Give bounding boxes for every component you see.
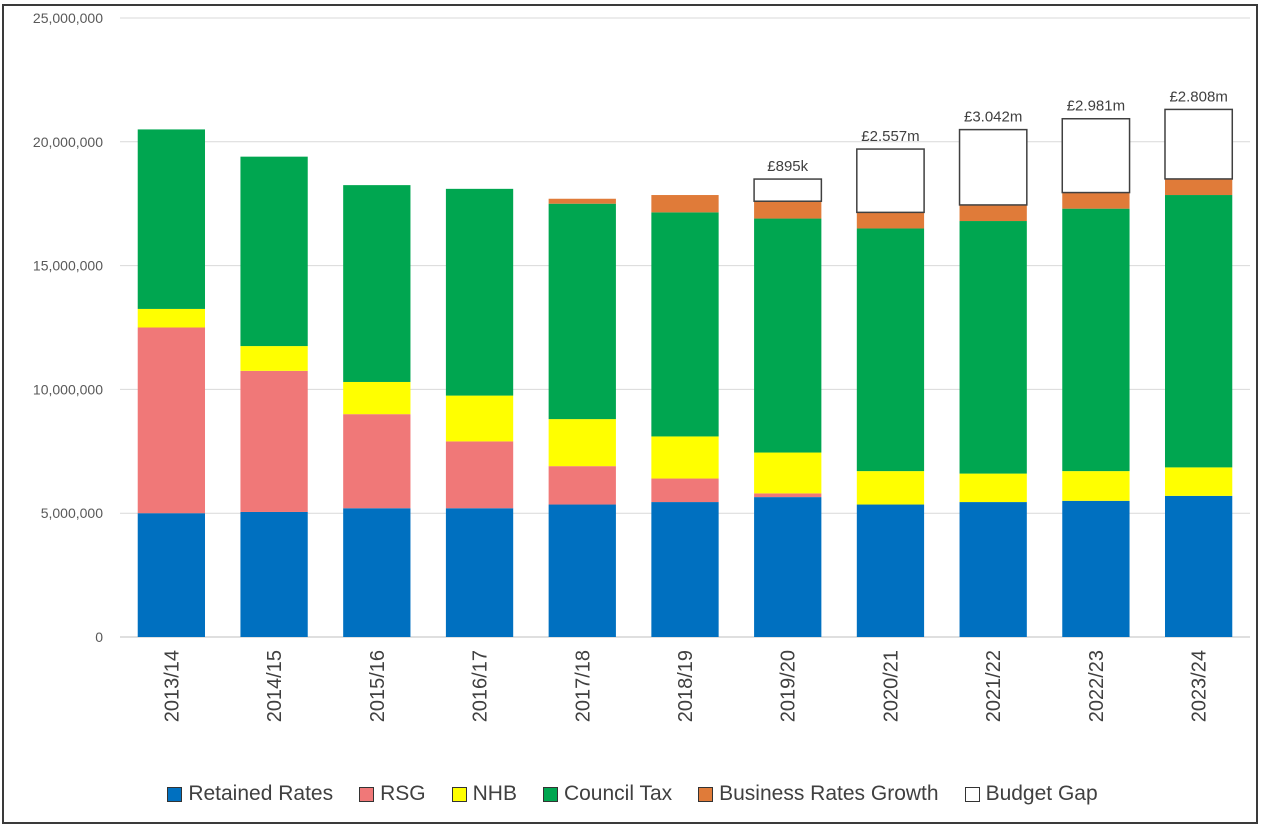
bar-segment-retained-rates — [1164, 495, 1233, 637]
legend-label: Business Rates Growth — [719, 782, 939, 805]
legend-item: Budget Gap — [964, 782, 1098, 806]
bar-segment-council-tax — [959, 221, 1027, 474]
legend: Retained Rates RSG NHB Council Tax Business … — [0, 776, 1265, 812]
bar-segment-retained-rates — [959, 502, 1027, 637]
bar-segment-retained-rates — [240, 511, 308, 637]
bar-segment-nhb — [137, 308, 206, 328]
x-category-label: 2020/21 — [880, 650, 902, 722]
legend-label: RSG — [380, 782, 426, 805]
bar-segment-nhb — [754, 452, 822, 494]
bar-segment-rsg — [137, 327, 206, 514]
bar-segment-retained-rates — [651, 502, 719, 637]
y-tick-label: 5,000,000 — [41, 505, 103, 521]
legend-swatch — [359, 786, 375, 802]
legend-label: Council Tax — [563, 782, 673, 805]
bar-segment-retained-rates — [137, 513, 206, 637]
gridlines — [120, 17, 1250, 638]
legend-swatch — [167, 786, 183, 802]
bar-segment-nhb — [651, 436, 719, 479]
bar-segment-business-rates-growth — [856, 212, 925, 229]
legend-swatch — [542, 786, 558, 802]
bar-segment-retained-rates — [343, 508, 411, 637]
y-tick-label: 0 — [95, 629, 103, 645]
bar-segment-business-rates-growth — [651, 195, 719, 213]
bar-segment-council-tax — [343, 185, 411, 382]
bar-segment-rsg — [445, 441, 514, 509]
legend-item: Council Tax — [542, 782, 673, 806]
bar-segment-nhb — [343, 381, 411, 415]
bar-segment-rsg — [343, 414, 411, 509]
y-tick-label: 20,000,000 — [33, 134, 103, 150]
bar-segment-retained-rates — [548, 504, 616, 637]
bar-segment-council-tax — [548, 203, 616, 420]
bar-segment-nhb — [959, 473, 1027, 503]
bar-segment-council-tax — [445, 188, 514, 396]
bar-segment-council-tax — [856, 228, 925, 472]
legend-swatch — [964, 786, 980, 802]
bar-segment-business-rates-growth — [548, 198, 616, 204]
y-tick-label: 10,000,000 — [33, 381, 103, 397]
bars — [137, 108, 1234, 637]
bar-segment-business-rates-growth — [754, 201, 822, 219]
legend-label: Retained Rates — [188, 782, 334, 805]
legend-swatch — [451, 786, 467, 802]
budget-gap-label: £2.557m — [861, 128, 919, 145]
bar-segment-business-rates-growth — [1164, 178, 1233, 196]
budget-gap-label: £3.042m — [964, 109, 1022, 126]
bar-segment-retained-rates — [754, 497, 822, 637]
legend-item: RSG — [359, 782, 426, 806]
x-category-label: 2014/15 — [264, 650, 286, 722]
x-category-label: 2016/17 — [470, 650, 492, 722]
bar-segment-business-rates-growth — [959, 204, 1027, 222]
legend-item: NHB — [451, 782, 517, 806]
budget-gap-label: £2.981m — [1067, 98, 1125, 115]
bar-segment-rsg — [240, 370, 308, 512]
bar-segment-nhb — [548, 419, 616, 467]
bar-segment-nhb — [1062, 471, 1130, 501]
bar-segment-nhb — [856, 471, 925, 505]
x-category-label: 2023/24 — [1189, 650, 1211, 722]
budget-gap-label: £2.808m — [1169, 88, 1227, 105]
bar-segment-retained-rates — [1062, 500, 1130, 637]
bar-segment-budget-gap — [958, 128, 1028, 206]
x-category-label: 2013/14 — [161, 650, 183, 722]
bar-segment-business-rates-growth — [1062, 192, 1130, 209]
bar-segment-rsg — [548, 466, 616, 505]
budget-gap-label: £895k — [767, 158, 808, 175]
chart-frame — [2, 4, 1258, 824]
bar-segment-council-tax — [137, 129, 206, 309]
bar-segment-nhb — [1164, 467, 1233, 496]
bar-segment-council-tax — [1062, 208, 1130, 472]
x-category-label: 2021/22 — [983, 650, 1005, 722]
legend-item: Business Rates Growth — [698, 782, 939, 806]
bar-segment-rsg — [754, 493, 822, 498]
bar-segment-nhb — [445, 395, 514, 442]
bar-segment-retained-rates — [856, 504, 925, 637]
x-category-label: 2018/19 — [675, 650, 697, 722]
bar-segment-rsg — [651, 478, 719, 503]
bar-segment-budget-gap — [753, 178, 823, 202]
bar-segment-budget-gap — [1061, 117, 1131, 194]
y-tick-label: 15,000,000 — [33, 258, 103, 274]
bar-segment-council-tax — [754, 218, 822, 453]
bar-segment-council-tax — [651, 212, 719, 437]
x-category-label: 2015/16 — [367, 650, 389, 722]
legend-item: Retained Rates — [167, 782, 333, 806]
labels: 0 5,000,000 10,000,000 15,000,000 20,000,000… — [33, 10, 1228, 722]
bar-segment-nhb — [240, 346, 308, 371]
y-tick-label: 25,000,000 — [33, 10, 103, 26]
legend-label: NHB — [472, 782, 517, 805]
bar-segment-budget-gap — [1164, 108, 1234, 180]
legend-swatch — [698, 786, 714, 802]
x-category-label: 2019/20 — [778, 650, 800, 722]
bar-segment-council-tax — [240, 156, 308, 347]
legend-label: Budget Gap — [985, 782, 1098, 805]
bar-segment-council-tax — [1164, 195, 1233, 468]
x-category-label: 2022/23 — [1086, 650, 1108, 722]
bar-segment-budget-gap — [856, 148, 925, 214]
stacked-bar-chart: 0 5,000,000 10,000,000 15,000,000 20,000,000… — [33, 10, 1250, 722]
x-category-label: 2017/18 — [572, 650, 594, 722]
bar-segment-retained-rates — [445, 508, 514, 637]
